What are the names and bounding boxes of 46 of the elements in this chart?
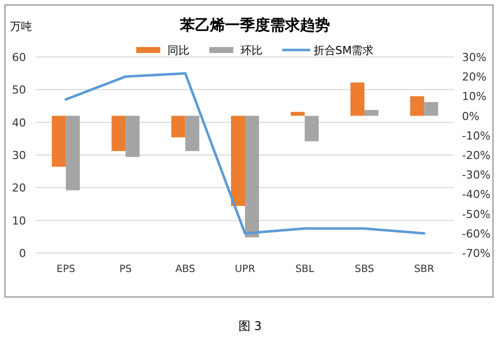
x-tick-label: SBL <box>295 264 315 275</box>
y-tick-label: 10 <box>12 214 26 228</box>
bar <box>304 116 319 142</box>
bar <box>245 116 259 238</box>
legend-label: 同比 <box>167 44 190 57</box>
legend-label: 环比 <box>240 44 262 57</box>
y-tick-label: 0 <box>19 247 26 260</box>
y2-tick-label: -40% <box>462 188 490 202</box>
y2-tick-label: 20% <box>462 70 486 84</box>
caption: 图 3 <box>238 319 262 333</box>
bar <box>52 116 66 167</box>
y-tick-label: 60 <box>12 51 26 64</box>
bar <box>410 96 424 116</box>
x-tick-label: UPR <box>234 264 256 275</box>
y2-tick-label: 0% <box>462 110 480 123</box>
bar <box>112 116 126 152</box>
x-tick-label: ABS <box>175 264 196 275</box>
bar <box>171 116 186 138</box>
y2-tick-label: -70% <box>462 247 490 260</box>
x-tick-label: EPS <box>56 264 76 275</box>
y2-tick-label: -20% <box>462 149 490 162</box>
x-tick-label: SBR <box>414 264 434 275</box>
y2-tick-label: 30% <box>462 51 486 64</box>
y2-tick-label: -50% <box>462 208 490 221</box>
legend-label: 折合SM需求 <box>313 44 374 57</box>
y-axis-title: 万吨 <box>10 20 32 33</box>
line-series <box>64 72 426 235</box>
bar <box>66 116 80 190</box>
bar <box>424 102 438 116</box>
y2-tick-label: -30% <box>462 168 490 182</box>
bar <box>364 110 378 116</box>
bar <box>126 116 140 157</box>
y-tick-label: 50 <box>12 84 26 97</box>
y2-tick-label: 10% <box>462 90 486 104</box>
bar <box>231 116 245 206</box>
chart-title: 苯乙烯一季度需求趋势 <box>179 16 330 34</box>
y-tick-label: 30 <box>12 149 26 162</box>
x-tick-label: SBS <box>354 264 374 275</box>
bar <box>185 116 200 152</box>
y-tick-label: 40 <box>12 116 26 130</box>
y2-tick-label: -10% <box>462 129 490 142</box>
bar <box>350 82 364 116</box>
bar <box>290 112 305 116</box>
y-tick-label: 20 <box>12 182 26 195</box>
y2-tick-label: -60% <box>462 227 490 240</box>
x-tick-label: PS <box>119 264 132 275</box>
